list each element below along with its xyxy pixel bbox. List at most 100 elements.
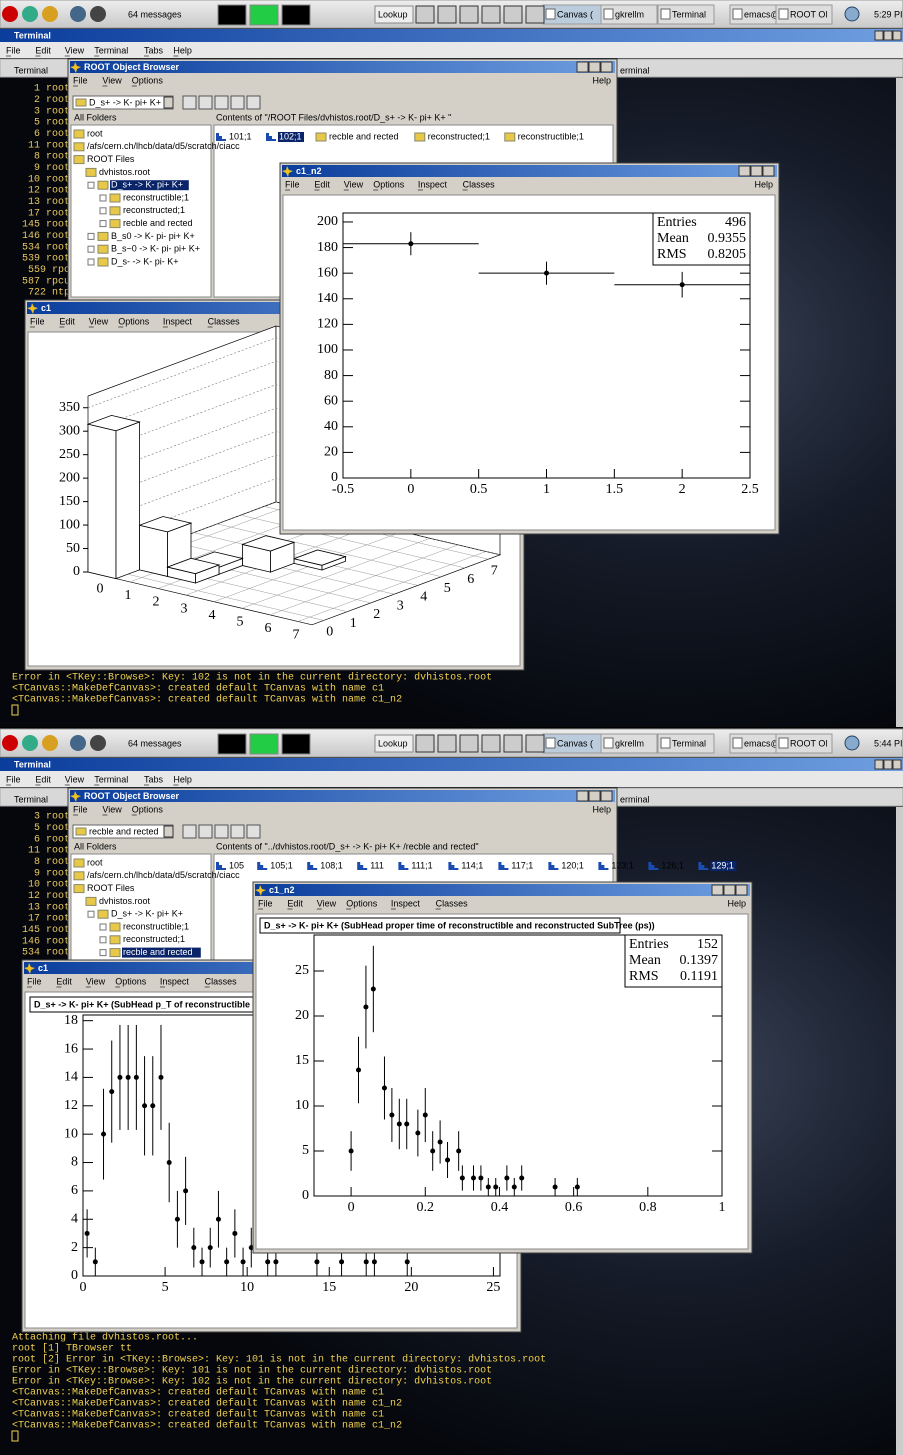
menu-item[interactable]: File [73,804,88,814]
menu-item[interactable]: View [89,316,109,326]
tree-item[interactable]: recble and rected [123,218,193,228]
menu-item[interactable]: Tabs [144,45,164,55]
desk-pager[interactable] [250,5,278,25]
menu-item[interactable]: Options [118,316,150,326]
taskbar-icon[interactable] [90,6,106,22]
toolbar-button[interactable] [199,825,212,838]
menu-item[interactable]: Inspect [160,976,190,986]
list-item[interactable]: 123;1 [611,860,634,870]
desk-pager[interactable] [282,5,310,25]
window-button[interactable] [724,885,735,895]
tree-item[interactable]: ROOT Files [87,154,135,164]
window-button[interactable] [875,760,883,769]
tree-item[interactable]: root [87,128,103,138]
toolbar-button[interactable] [247,96,260,109]
taskbar-icon[interactable] [22,735,38,751]
launcher-icon[interactable] [504,735,522,752]
list-item[interactable]: 102;1 [279,131,302,141]
menu-item[interactable]: Help [173,774,192,784]
menu-item[interactable]: View [102,75,122,85]
expander[interactable] [100,924,106,930]
menu-item[interactable]: Tabs [144,774,164,784]
menu-item[interactable]: View [65,45,85,55]
menu-item[interactable]: Options [346,898,378,908]
menu-item[interactable]: Terminal [94,45,128,55]
window-button[interactable] [736,885,747,895]
taskbar-icon[interactable] [70,6,86,22]
window-button[interactable] [751,166,762,176]
list-item[interactable]: 111 [370,860,384,870]
menu-item[interactable]: File [73,75,88,85]
list-item[interactable]: 120;1 [561,860,584,870]
expander[interactable] [88,246,94,252]
menu-item[interactable]: View [102,804,122,814]
expander[interactable] [100,195,106,201]
help-menu[interactable]: Help [754,179,773,189]
launcher-icon[interactable] [526,735,544,752]
list-item[interactable]: 117;1 [511,860,533,870]
menu-item[interactable]: Inspect [163,316,193,326]
combo-value[interactable]: D_s+ -> K- pi+ K+ [89,97,161,107]
window-button[interactable] [763,166,774,176]
help-menu[interactable]: Help [592,804,611,814]
taskbar-icon[interactable] [2,735,18,751]
help-menu[interactable]: Help [727,898,746,908]
taskbar-icon[interactable] [42,735,58,751]
menu-item[interactable]: File [6,774,21,784]
tree-item[interactable]: D_s+ -> K- pi+ K+ [111,909,183,919]
menu-item[interactable]: Help [173,45,192,55]
list-item[interactable]: recble and rected [329,131,399,141]
tab[interactable]: erminal [620,794,650,804]
window-button[interactable] [739,166,750,176]
menu-item[interactable]: File [6,45,21,55]
tree-item[interactable]: ROOT Files [87,883,135,893]
menu-item[interactable]: Classes [436,898,469,908]
expander[interactable] [88,259,94,265]
menu-item[interactable]: View [317,898,337,908]
menu-item[interactable]: File [27,976,42,986]
menu-item[interactable]: View [344,179,364,189]
tab[interactable]: Terminal [14,65,48,75]
window-button[interactable] [589,791,600,801]
toolbar-button[interactable] [215,96,228,109]
list-item[interactable]: 105;1 [270,860,293,870]
window-button[interactable] [601,62,612,72]
list-item[interactable]: 108;1 [320,860,343,870]
toolbar-button[interactable] [183,96,196,109]
toolbar-button[interactable] [231,96,244,109]
task-button-label[interactable]: gkrellm [615,738,644,748]
menu-item[interactable]: Edit [287,898,303,908]
menu-item[interactable]: Inspect [418,179,448,189]
toolbar-button[interactable] [199,96,212,109]
task-button-label[interactable]: ROOT Ol [790,9,827,19]
tree-item[interactable]: dvhistos.root [99,896,151,906]
expander[interactable] [100,208,106,214]
launcher-icon[interactable] [438,6,456,23]
window-button[interactable] [875,31,883,40]
window-button[interactable] [589,62,600,72]
taskbar-icon[interactable] [90,735,106,751]
expander[interactable] [88,911,94,917]
expander[interactable] [100,221,106,227]
menu-item[interactable]: Terminal [94,774,128,784]
task-button-label[interactable]: Terminal [672,738,706,748]
menu-item[interactable]: Options [115,976,147,986]
menu-item[interactable]: Classes [463,179,496,189]
menu-item[interactable]: Edit [314,179,330,189]
window-button[interactable] [712,885,723,895]
desk-pager[interactable] [218,734,246,754]
tree-item[interactable]: reconstructed;1 [123,934,185,944]
launcher-icon[interactable] [460,6,478,23]
combo-arrow[interactable] [164,826,173,837]
list-item[interactable]: 105 [229,860,244,870]
menu-item[interactable]: Options [132,804,164,814]
launcher-icon[interactable] [460,735,478,752]
tree-item[interactable]: /afs/cern.ch/lhcb/data/d5/scratch/ciacc [87,870,240,880]
combo-arrow[interactable] [164,97,173,108]
toolbar-button[interactable] [231,825,244,838]
launcher-icon[interactable] [438,735,456,752]
tree-item[interactable]: B_s~0 -> K- pi- pi+ K+ [111,244,200,254]
launcher-icon[interactable] [416,735,434,752]
menu-item[interactable]: Edit [35,45,51,55]
toolbar-button[interactable] [247,825,260,838]
